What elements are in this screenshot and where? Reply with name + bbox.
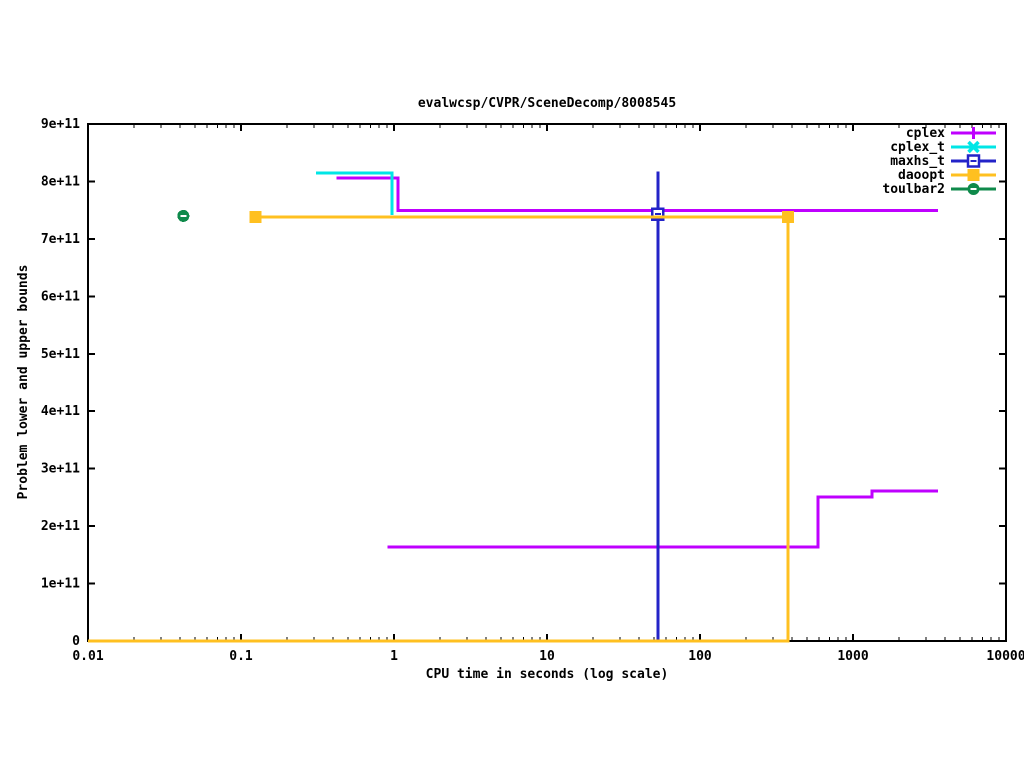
series-daoopt: [88, 211, 795, 643]
y-tick-labels: 0 1e+11 2e+11 3e+11 4e+11 5e+11 6e+11 7e+11 8e+1…: [41, 117, 80, 649]
y-tick-label: 3e+11: [41, 462, 80, 477]
x-tick-label: 1000: [837, 649, 868, 664]
square-filled-marker: [249, 211, 262, 224]
legend-label-cplex_t: cplex_t: [890, 140, 945, 155]
x-tick-label: 10: [539, 649, 555, 664]
y-tick-label: 7e+11: [41, 232, 80, 247]
series-cplex-line: [387, 489, 939, 549]
x-tick-label: 0.01: [72, 649, 103, 664]
series-cplex: [336, 176, 939, 549]
legend-item-cplex: cplex: [906, 126, 996, 141]
y-tick-label: 2e+11: [41, 519, 80, 534]
series-maxhs_t: [651, 171, 665, 641]
square-filled-marker: [782, 211, 795, 224]
cross-marker: [967, 140, 980, 154]
x-tick-label: 0.1: [229, 649, 253, 664]
axes: [87, 123, 1007, 642]
circle-filled-marker: [177, 209, 190, 222]
legend-label-daoopt: daoopt: [898, 168, 945, 183]
y-tick-label: 6e+11: [41, 289, 80, 304]
series-cplex-line: [336, 176, 939, 213]
x-tick-label: 10000: [986, 649, 1024, 664]
legend-item-cplex_t: cplex_t: [890, 140, 996, 155]
legend-label-maxhs_t: maxhs_t: [890, 154, 945, 169]
series-cplex_t-line: [316, 171, 394, 215]
y-axis-ticks: [88, 123, 1006, 642]
y-tick-label: 8e+11: [41, 174, 80, 189]
series-toulbar2: [177, 209, 190, 222]
square-open-marker: [966, 154, 981, 168]
x-minor-ticks: [133, 124, 1000, 641]
y-tick-label: 5e+11: [41, 347, 80, 362]
y-tick-label: 1e+11: [41, 577, 80, 592]
legend-label-toulbar2: toulbar2: [882, 182, 945, 197]
x-tick-label: 1: [390, 649, 398, 664]
x-axis-label: CPU time in seconds (log scale): [425, 667, 669, 682]
legend-label-cplex: cplex: [906, 126, 945, 141]
y-tick-label: 4e+11: [41, 404, 80, 419]
legend-item-daoopt: daoopt: [898, 168, 996, 183]
x-tick-labels: 0.01 0.1 1 10 100 1000 10000: [72, 649, 1024, 664]
x-tick-label: 100: [688, 649, 712, 664]
y-tick-label: 9e+11: [41, 117, 80, 132]
series-daoopt-line: [88, 217, 790, 643]
y-tick-label: 0: [72, 634, 80, 649]
legend-item-toulbar2: toulbar2: [882, 182, 996, 197]
series-cplex_t: [316, 171, 394, 215]
x-axis-ticks: [87, 124, 1007, 641]
square-filled-marker: [967, 169, 980, 181]
square-open-marker: [651, 207, 665, 221]
chart-title: evalwcsp/CVPR/SceneDecomp/8008545: [417, 96, 677, 111]
legend-item-maxhs_t: maxhs_t: [890, 154, 996, 169]
plus-marker: [967, 127, 980, 139]
circle-filled-marker: [967, 183, 980, 195]
plot-border: [87, 123, 1007, 642]
